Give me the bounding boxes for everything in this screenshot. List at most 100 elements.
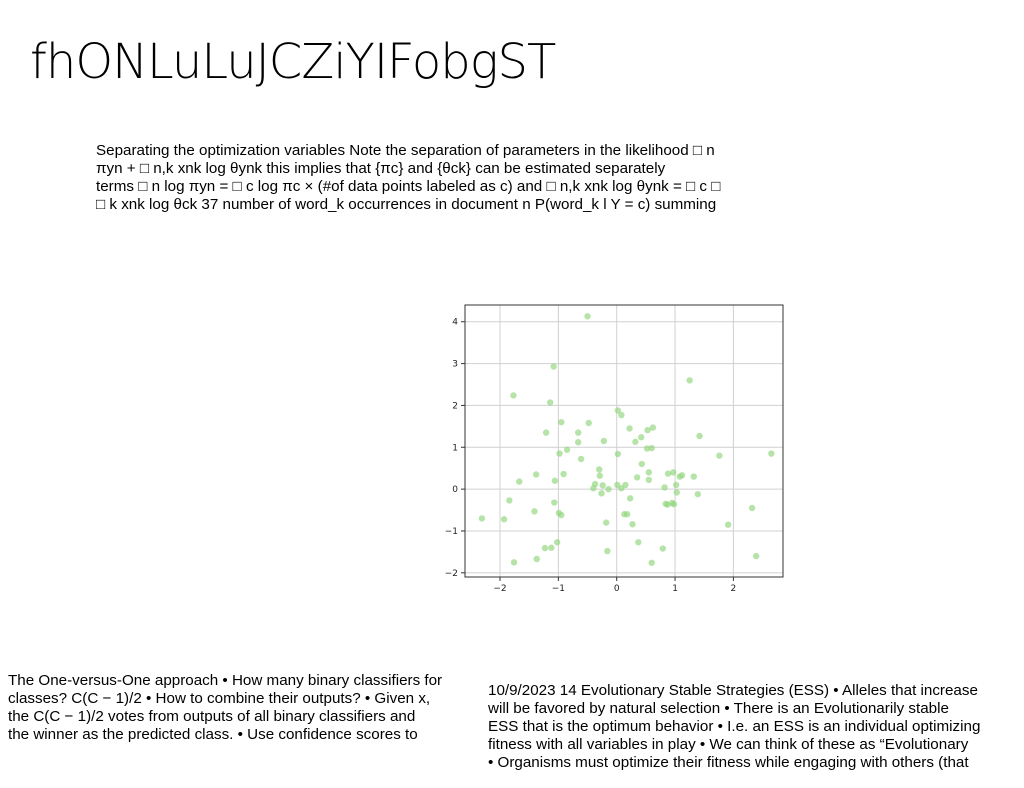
text-line: Separating the optimization variables No… <box>96 142 715 159</box>
data-point <box>614 450 622 458</box>
data-point <box>638 434 645 441</box>
plot-frame <box>464 304 784 578</box>
data-point <box>596 472 603 479</box>
data-point <box>584 313 591 320</box>
x-tick-label: 1 <box>672 584 678 594</box>
text-line: fitness with all variables in play • We … <box>488 736 969 753</box>
data-point <box>724 521 732 528</box>
data-point <box>635 539 642 546</box>
data-point <box>664 501 671 508</box>
text-line: classes? C(C − 1)/2 • How to combine the… <box>8 690 431 707</box>
data-point <box>516 478 523 485</box>
data-point <box>632 438 639 446</box>
data-point <box>716 452 723 459</box>
text-line: will be favored by natural selection • T… <box>488 700 949 717</box>
y-tick-label: 4 <box>452 318 458 328</box>
page-title: fhONLuLuJCZiYIFobgST <box>30 34 556 90</box>
text-line: terms □ n log πyn = □ c log πc × (#of da… <box>96 178 721 195</box>
data-point <box>605 485 612 493</box>
text-line: ESS that is the optimum behavior • I.e. … <box>488 718 981 735</box>
data-point <box>551 477 559 484</box>
text-block-ess: 10/9/2023 14 Evolutionary Stable Strateg… <box>488 682 980 772</box>
data-point <box>644 426 651 434</box>
data-point <box>748 504 756 512</box>
data-point <box>649 424 657 431</box>
x-tick-label: −2 <box>493 584 506 594</box>
text-block-separating-variables: Separating the optimization variables No… <box>96 142 720 214</box>
data-point <box>563 446 571 453</box>
data-point <box>752 552 760 560</box>
text-line: πyn + □ n,k xnk log θynk this implies th… <box>96 160 666 177</box>
data-point <box>550 363 557 370</box>
data-point <box>633 474 641 481</box>
data-point <box>629 521 636 528</box>
data-point <box>648 444 655 452</box>
scatter-plot: −2 −1 0 1 2 −2 −1 0 1 2 3 4 <box>445 304 784 594</box>
x-tick-label: −1 <box>552 584 565 594</box>
data-point <box>558 511 565 519</box>
data-point <box>510 392 517 399</box>
y-tick-label: 0 <box>452 485 458 495</box>
x-tick-label: 2 <box>731 584 737 594</box>
data-point <box>546 399 554 406</box>
data-point <box>670 469 677 476</box>
y-tick-label: 2 <box>452 401 458 411</box>
data-point <box>541 544 549 552</box>
data-point <box>532 471 540 478</box>
data-point <box>648 559 655 566</box>
data-point <box>604 547 611 555</box>
text-line: □ k xnk log θck 37 number of word_k occu… <box>96 196 717 213</box>
data-point <box>643 445 651 452</box>
data-point <box>614 407 622 414</box>
text-line: The One-versus-One approach • How many b… <box>8 672 443 689</box>
y-tick-label: 3 <box>452 360 458 370</box>
data-point <box>768 450 775 457</box>
data-point <box>664 470 672 477</box>
data-point <box>548 544 555 551</box>
data-point <box>591 480 599 488</box>
data-point <box>478 515 486 522</box>
data-point <box>533 555 540 563</box>
data-point <box>600 437 608 445</box>
data-point <box>676 473 683 480</box>
data-point <box>553 539 561 546</box>
data-point <box>531 508 538 515</box>
text-line: • Organisms must optimize their fitness … <box>488 754 969 771</box>
y-tick-label: −1 <box>445 527 458 537</box>
data-point <box>638 460 645 468</box>
data-point <box>598 490 605 497</box>
data-point <box>645 469 652 476</box>
data-point <box>673 489 681 496</box>
data-point <box>626 495 634 502</box>
data-point <box>500 516 508 523</box>
data-point <box>510 559 518 566</box>
data-point <box>560 470 567 478</box>
y-tick-label: −2 <box>445 569 458 579</box>
text-line: 10/9/2023 14 Evolutionary Stable Strateg… <box>488 682 978 699</box>
text-line: the C(C − 1)/2 votes from outputs of all… <box>8 708 416 725</box>
data-point <box>599 482 606 489</box>
data-point <box>696 432 703 440</box>
y-tick-label: 1 <box>452 443 458 453</box>
data-point <box>690 473 697 480</box>
data-point <box>596 466 603 473</box>
data-point <box>661 484 668 491</box>
data-point <box>558 418 565 426</box>
data-point <box>659 545 667 552</box>
data-point <box>574 429 582 436</box>
data-point <box>626 425 633 432</box>
text-block-one-versus-one: The One-versus-One approach • How many b… <box>8 672 442 744</box>
text-line: the winner as the predicted class. • Use… <box>8 726 418 743</box>
data-point <box>574 439 582 446</box>
data-point <box>618 411 625 419</box>
data-point <box>585 419 592 427</box>
data-point <box>624 511 631 518</box>
data-point <box>645 476 652 484</box>
data-point <box>506 497 513 504</box>
data-point <box>577 455 585 463</box>
data-point <box>673 481 680 489</box>
data-point <box>670 500 678 508</box>
data-point <box>551 499 558 506</box>
data-point <box>686 377 693 384</box>
data-point <box>614 481 621 489</box>
